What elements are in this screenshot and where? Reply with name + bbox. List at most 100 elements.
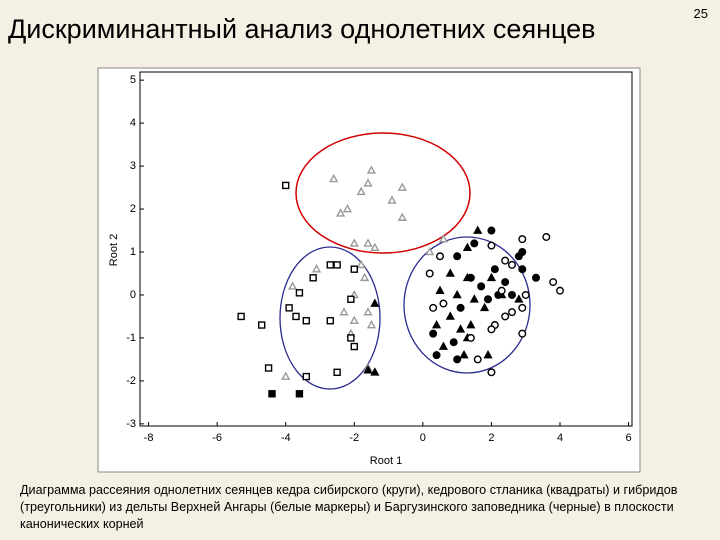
point — [335, 208, 346, 217]
point — [490, 265, 499, 274]
point — [311, 264, 322, 273]
group-ellipse — [403, 236, 531, 374]
plot-frame — [139, 71, 633, 427]
chart-panel — [97, 67, 641, 473]
y-tick-label: -3 — [126, 418, 136, 430]
point — [438, 341, 449, 350]
point — [486, 272, 497, 282]
point — [347, 334, 355, 342]
point — [487, 226, 496, 235]
point — [363, 238, 373, 247]
point — [349, 315, 359, 325]
y-tick-label: 5 — [130, 74, 136, 86]
point — [466, 273, 475, 282]
x-tick-label: 4 — [557, 432, 563, 444]
point — [363, 178, 373, 187]
point — [462, 242, 473, 252]
point — [435, 285, 445, 294]
point — [501, 256, 510, 265]
point — [285, 304, 293, 312]
point — [370, 242, 380, 252]
title: Дискриминантный анализ однолетних сеянце… — [8, 14, 596, 44]
point — [333, 261, 341, 269]
point — [237, 312, 245, 321]
point — [292, 312, 300, 321]
point — [268, 390, 276, 398]
point — [497, 286, 506, 295]
point — [429, 329, 438, 338]
point — [518, 329, 527, 338]
x-tick-label: 2 — [488, 432, 494, 444]
point — [370, 367, 380, 376]
point — [487, 368, 496, 377]
point — [342, 203, 353, 213]
point — [366, 319, 377, 329]
point — [501, 312, 510, 321]
point — [295, 390, 304, 398]
point — [339, 307, 349, 316]
point — [477, 282, 486, 291]
point — [501, 278, 510, 287]
point — [309, 274, 317, 282]
point — [425, 269, 434, 278]
page-number: 25 — [693, 6, 708, 21]
point — [473, 355, 482, 364]
point — [459, 350, 469, 359]
point — [287, 281, 298, 290]
point — [455, 324, 466, 333]
point — [556, 286, 565, 295]
point — [349, 238, 359, 247]
point — [469, 294, 479, 303]
point — [295, 289, 304, 297]
point — [453, 355, 462, 364]
point — [258, 321, 266, 329]
point — [366, 165, 377, 174]
caption: Диаграмма рассеяния однолетних сеянцев к… — [20, 483, 678, 531]
point — [508, 290, 517, 299]
y-tick-label: 4 — [130, 117, 136, 129]
point — [359, 272, 370, 282]
point — [445, 311, 455, 320]
point — [356, 186, 366, 196]
point — [518, 303, 527, 312]
point — [438, 234, 449, 243]
point — [363, 307, 373, 316]
x-tick-label: 0 — [420, 432, 426, 444]
point — [302, 372, 310, 381]
point — [466, 319, 476, 329]
x-tick-label: -8 — [144, 432, 154, 444]
point — [514, 252, 523, 261]
point — [445, 268, 455, 277]
y-tick-label: -1 — [126, 332, 136, 344]
x-tick-label: -2 — [349, 432, 359, 444]
point — [479, 302, 490, 312]
point — [397, 212, 407, 221]
point — [302, 317, 310, 325]
point — [549, 278, 558, 287]
x-tick-label: -6 — [212, 432, 222, 444]
point — [508, 308, 517, 317]
point — [487, 241, 496, 250]
y-tick-label: 1 — [130, 246, 136, 258]
point — [333, 368, 341, 376]
point — [397, 182, 407, 191]
group-ellipse — [279, 246, 381, 390]
point — [453, 252, 462, 261]
y-tick-label: -2 — [126, 375, 136, 387]
point — [431, 319, 442, 329]
point — [532, 273, 541, 282]
point — [542, 232, 551, 241]
point — [387, 195, 397, 204]
point — [432, 351, 441, 360]
point — [508, 260, 517, 269]
x-tick-label: -4 — [281, 432, 291, 444]
point — [514, 294, 524, 303]
point — [281, 371, 291, 380]
point — [425, 246, 435, 256]
x-tick-label: 6 — [626, 432, 632, 444]
point — [483, 350, 493, 359]
point — [452, 289, 462, 299]
point — [484, 295, 493, 304]
point — [356, 259, 366, 269]
